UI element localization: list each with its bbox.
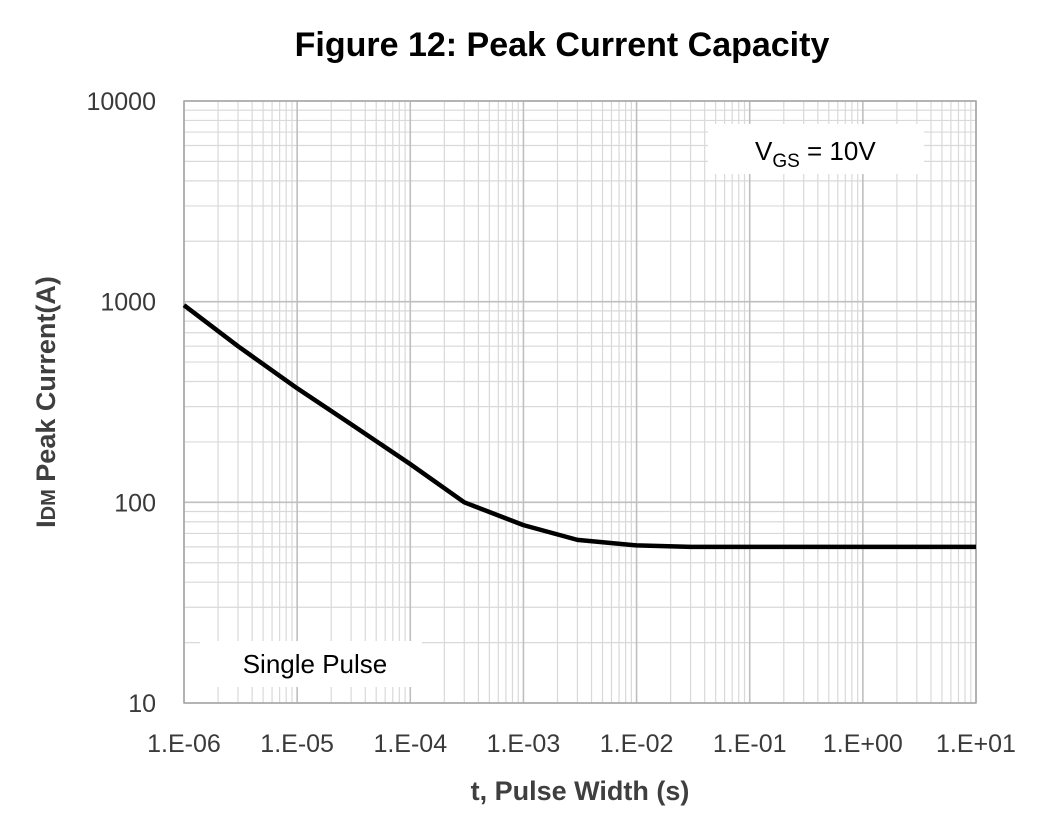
x-tick-label: 1.E-03 [487,730,561,758]
y-tick-label: 1000 [100,289,156,317]
x-tick-labels: 1.E-06 1.E-05 1.E-04 1.E-03 1.E-02 1.E-01 1.E+… [147,730,1016,758]
x-tick-label: 1.E-05 [260,730,334,758]
y-tick-label: 10 [128,690,156,718]
x-tick-label: 1.E-06 [147,730,221,758]
x-tick-label: 1.E+00 [823,730,903,758]
single-pulse-label: Single Pulse [243,649,388,679]
x-tick-label: 1.E-02 [600,730,674,758]
y-tick-labels: 10 100 1000 10000 [86,88,156,718]
x-axis-title: t, Pulse Width (s) [471,776,690,806]
x-tick-label: 1.E-01 [713,730,787,758]
series-line-single-pulse [182,303,976,550]
grid-minor [184,101,976,703]
y-axis-title: IDM Peak Current(A) [31,276,61,528]
y-tick-label: 10000 [86,88,156,116]
x-tick-label: 1.E+01 [936,730,1016,758]
vgs-label-box [708,124,924,174]
y-tick-label: 100 [114,489,156,517]
plot-frame [183,100,977,704]
chart-title: Figure 12: Peak Current Capacity [295,26,830,64]
pulse-label-box [200,641,422,687]
vgs-label: VGS = 10V [755,136,876,172]
x-tick-label: 1.E-04 [373,730,447,758]
